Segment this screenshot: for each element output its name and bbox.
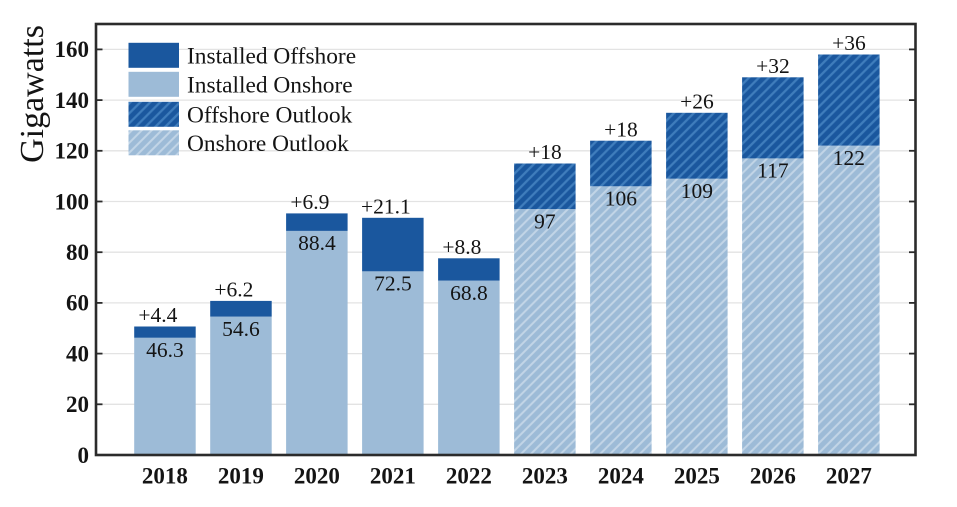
- svg-text:60: 60: [66, 291, 89, 316]
- svg-text:+6.9: +6.9: [290, 190, 329, 214]
- svg-text:20: 20: [66, 392, 89, 417]
- svg-text:2023: 2023: [522, 464, 568, 489]
- svg-text:Offshore Outlook: Offshore Outlook: [187, 102, 353, 128]
- svg-text:Onshore Outlook: Onshore Outlook: [187, 131, 349, 157]
- svg-text:+21.1: +21.1: [361, 195, 411, 219]
- svg-text:72.5: 72.5: [374, 272, 412, 296]
- svg-text:140: 140: [55, 88, 90, 113]
- svg-text:40: 40: [66, 341, 89, 366]
- svg-text:54.6: 54.6: [222, 317, 260, 341]
- svg-text:97: 97: [534, 209, 556, 233]
- svg-text:88.4: 88.4: [298, 231, 336, 255]
- svg-text:117: 117: [757, 159, 789, 183]
- svg-text:+18: +18: [528, 140, 562, 164]
- svg-text:2022: 2022: [446, 464, 492, 489]
- svg-text:2019: 2019: [218, 464, 264, 489]
- svg-text:122: 122: [833, 146, 865, 170]
- svg-text:2026: 2026: [750, 464, 796, 489]
- svg-text:Installed Offshore: Installed Offshore: [187, 43, 356, 69]
- svg-text:+4.4: +4.4: [138, 303, 177, 327]
- svg-text:109: 109: [681, 179, 713, 203]
- svg-text:2027: 2027: [826, 464, 872, 489]
- svg-text:+18: +18: [604, 117, 638, 141]
- svg-text:2024: 2024: [598, 464, 645, 489]
- svg-text:2021: 2021: [370, 464, 416, 489]
- svg-text:+36: +36: [832, 31, 866, 55]
- svg-text:2025: 2025: [674, 464, 720, 489]
- svg-text:2018: 2018: [142, 464, 188, 489]
- svg-text:68.8: 68.8: [450, 281, 488, 305]
- svg-text:160: 160: [55, 37, 90, 62]
- svg-text:106: 106: [605, 187, 638, 211]
- svg-text:Installed Onshore: Installed Onshore: [187, 72, 353, 98]
- svg-text:2020: 2020: [294, 464, 340, 489]
- svg-text:+8.8: +8.8: [442, 235, 481, 259]
- svg-text:+32: +32: [756, 54, 790, 78]
- svg-text:0: 0: [78, 443, 90, 468]
- svg-text:120: 120: [55, 139, 90, 164]
- svg-text:+26: +26: [680, 90, 714, 114]
- svg-text:Gigawatts: Gigawatts: [14, 25, 51, 163]
- svg-text:46.3: 46.3: [146, 338, 184, 362]
- svg-text:80: 80: [66, 240, 89, 265]
- svg-text:100: 100: [55, 189, 90, 214]
- svg-text:+6.2: +6.2: [214, 278, 253, 302]
